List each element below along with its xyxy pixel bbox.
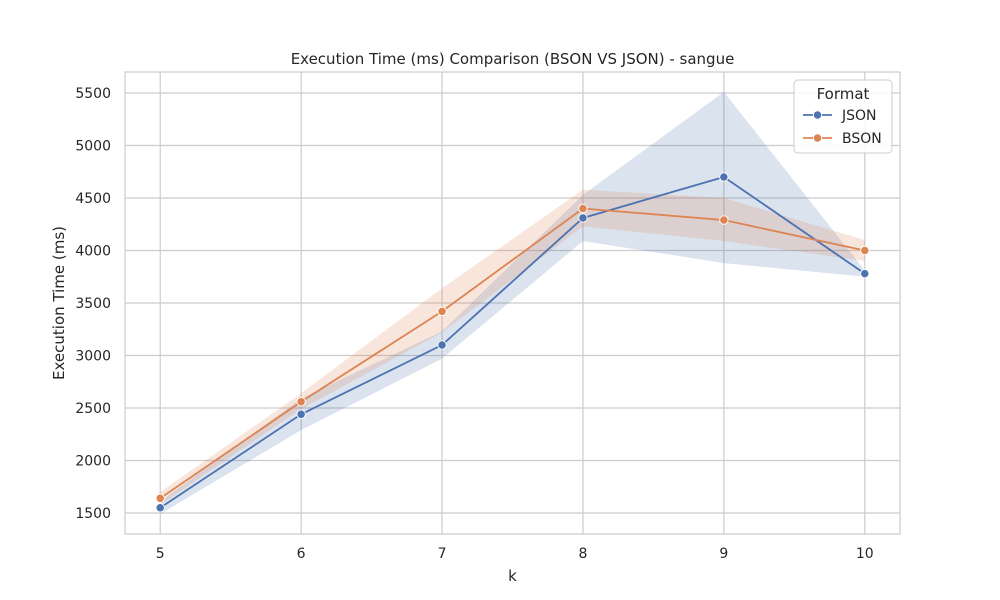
chart-title: Execution Time (ms) Comparison (BSON VS …: [291, 50, 735, 68]
json-data-point: [578, 213, 588, 223]
bson-data-point: [578, 203, 588, 214]
bson-legend-label: BSON: [842, 131, 882, 147]
series-lines: [159, 176, 866, 509]
x-tick-label: 10: [856, 546, 874, 562]
json-data-point: [296, 409, 306, 419]
json-legend-marker: [812, 110, 823, 120]
bson-data-point: [860, 245, 870, 256]
y-tick-label: 4500: [75, 191, 111, 207]
x-tick-label: 5: [156, 546, 165, 562]
x-tick-label: 6: [297, 546, 306, 562]
bson-data-point: [155, 493, 165, 503]
bson-data-point: [437, 306, 447, 317]
json-data-point: [860, 268, 870, 279]
bson-data-point: [719, 215, 729, 225]
legend-items: JSON BSON: [803, 108, 882, 147]
legend: Format JSON BSON: [793, 79, 893, 154]
x-tick-labels: 5 6 7 8 9 10: [156, 546, 874, 562]
y-tick-label: 1500: [75, 506, 111, 522]
json-data-point: [719, 172, 729, 182]
json-confidence-band: [160, 91, 865, 515]
bson-series-line: [159, 207, 865, 500]
confidence-bands: [160, 91, 865, 515]
plot-frame: [124, 71, 901, 535]
json-legend-label: JSON: [841, 108, 877, 124]
y-axis-title: Execution Time (ms): [50, 226, 68, 380]
bson-legend-marker: [812, 133, 823, 143]
series-points: [155, 172, 870, 513]
json-data-point: [155, 503, 165, 513]
x-tick-label: 8: [578, 546, 587, 562]
x-tick-label: 9: [719, 546, 728, 562]
bson-confidence-band: [160, 189, 865, 505]
bson-data-point: [296, 397, 306, 407]
y-tick-label: 4000: [75, 244, 111, 260]
legend-title: Format: [817, 85, 870, 103]
y-tick-labels: 1500 2000 2500 3000 3500 4000 4500 5000 5500: [75, 86, 111, 522]
y-tick-label: 5000: [75, 139, 111, 155]
json-series-line: [159, 176, 866, 509]
x-tick-label: 7: [438, 546, 447, 562]
y-tick-label: 3500: [75, 296, 111, 312]
json-data-point: [437, 340, 447, 350]
y-tick-label: 5500: [75, 86, 111, 102]
y-tick-label: 2500: [75, 401, 111, 417]
y-tick-label: 3000: [75, 349, 111, 365]
x-axis-title: k: [508, 567, 517, 585]
y-tick-label: 2000: [75, 454, 111, 470]
